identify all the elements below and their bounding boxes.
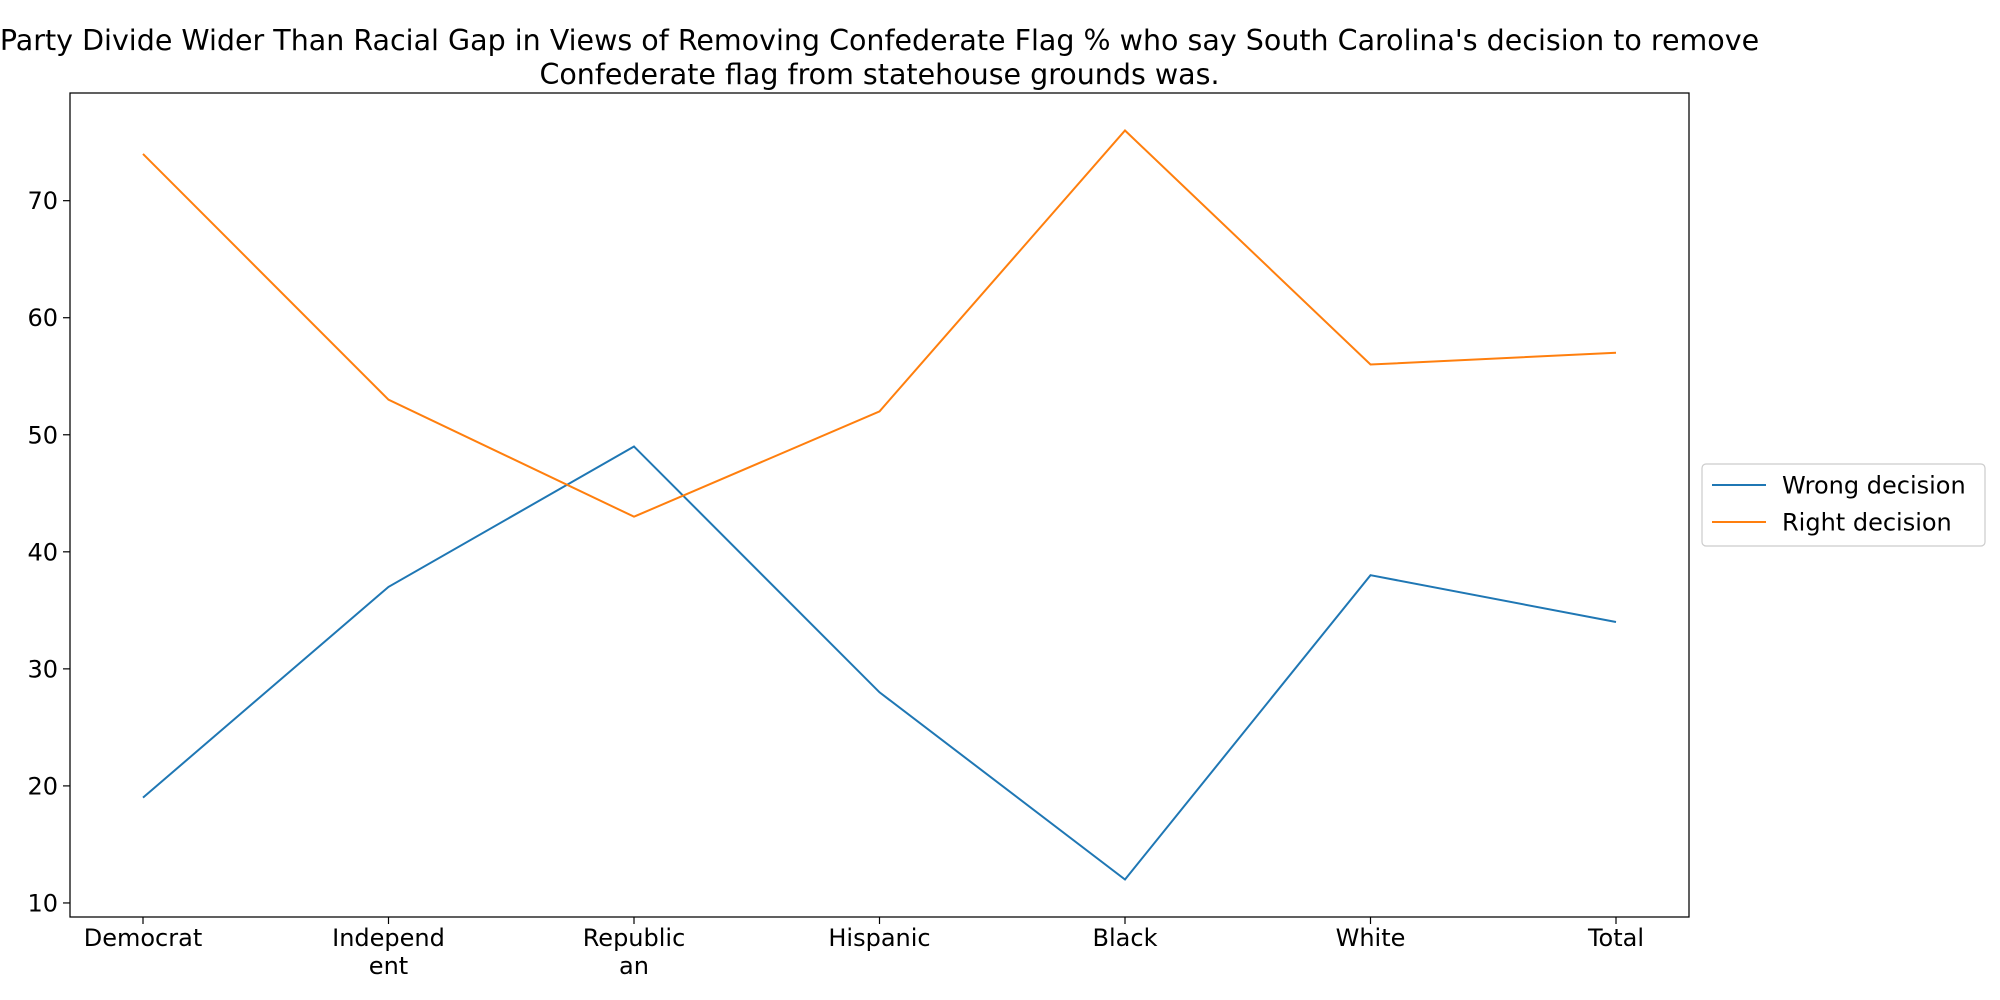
- x-tick-label: Independ: [332, 924, 445, 952]
- y-axis: 10 20 30 40 50 60 70: [27, 187, 70, 917]
- x-tick-label: ent: [369, 952, 408, 980]
- x-tick-label: Republic: [583, 924, 686, 952]
- legend-label: Right decision: [1782, 509, 1952, 537]
- plot-area: [69, 92, 1690, 918]
- chart-title: Party Divide Wider Than Racial Gap in Vi…: [0, 24, 1759, 91]
- y-tick-label: 20: [27, 772, 58, 800]
- legend-box: [1701, 463, 1986, 547]
- x-tick-label: Total: [1587, 924, 1644, 952]
- legend-label: Wrong decision: [1782, 472, 1966, 500]
- x-tick-label: White: [1336, 924, 1406, 952]
- chart-title-line: Confederate flag from statehouse grounds…: [539, 58, 1219, 91]
- series-line-right-decision: [142, 129, 1617, 518]
- series-lines: [142, 129, 1617, 881]
- x-tick-label: Democrat: [84, 924, 203, 952]
- y-tick-label: 60: [27, 304, 58, 332]
- series-line-wrong-decision: [142, 445, 1617, 881]
- x-tick-label: Black: [1093, 924, 1158, 952]
- chart-title-line: Party Divide Wider Than Racial Gap in Vi…: [0, 24, 1759, 57]
- y-tick-label: 30: [27, 655, 58, 683]
- y-tick-label: 40: [27, 538, 58, 566]
- y-tick-label: 70: [27, 187, 58, 215]
- legend: Wrong decision Right decision: [1701, 463, 1986, 547]
- y-tick-label: 10: [27, 889, 58, 917]
- x-tick-label: an: [619, 952, 649, 980]
- y-tick-label: 50: [27, 421, 58, 449]
- x-tick-label: Hispanic: [828, 924, 930, 952]
